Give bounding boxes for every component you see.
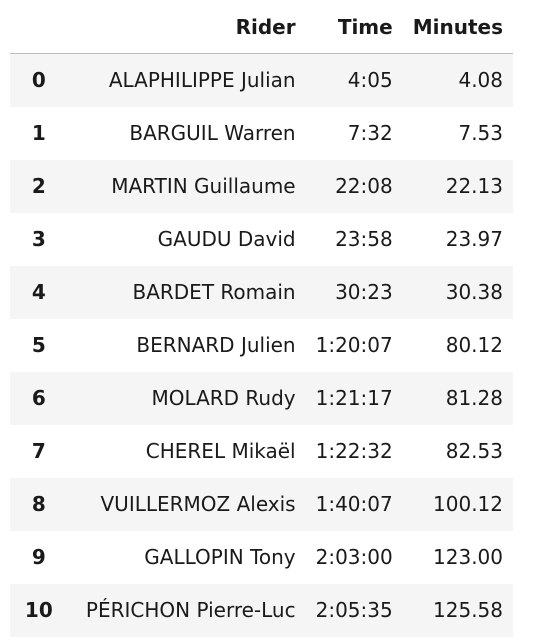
riders-table: Rider Time Minutes 0 ALAPHILIPPE Julian … — [10, 0, 513, 637]
time-cell: 7:32 — [347, 121, 393, 145]
row-index: 4 — [31, 280, 46, 304]
rider-cell: GALLOPIN Tony — [144, 545, 296, 569]
row-index: 7 — [31, 439, 46, 463]
index-column-header — [10, 0, 68, 54]
row-index: 2 — [31, 174, 46, 198]
minutes-cell: 80.12 — [445, 333, 503, 357]
header-row: Rider Time Minutes — [10, 0, 513, 54]
minutes-cell: 22.13 — [445, 174, 503, 198]
time-cell: 1:21:17 — [315, 386, 393, 410]
time-column-header: Time — [305, 0, 403, 54]
table-header: Rider Time Minutes — [10, 0, 513, 54]
table-row: 5 BERNARD Julien 1:20:07 80.12 — [10, 319, 513, 372]
minutes-cell: 23.97 — [445, 227, 503, 251]
table-row: 2 MARTIN Guillaume 22:08 22.13 — [10, 159, 513, 213]
row-index: 1 — [31, 121, 46, 145]
minutes-cell: 4.08 — [458, 68, 503, 93]
time-cell: 2:05:35 — [315, 598, 393, 622]
time-cell: 1:22:32 — [315, 439, 393, 463]
minutes-cell: 100.12 — [433, 492, 503, 516]
row-index: 3 — [31, 227, 46, 251]
table-row: 6 MOLARD Rudy 1:21:17 81.28 — [10, 371, 513, 425]
time-cell: 23:58 — [335, 227, 393, 251]
minutes-cell: 125.58 — [433, 598, 503, 622]
time-cell: 22:08 — [335, 174, 393, 198]
table-row: 8 VUILLERMOZ Alexis 1:40:07 100.12 — [10, 477, 513, 531]
time-cell: 30:23 — [335, 280, 393, 304]
rider-cell: MARTIN Guillaume — [111, 174, 296, 198]
rider-cell: BERNARD Julien — [136, 333, 296, 357]
time-cell: 1:40:07 — [315, 492, 393, 516]
time-cell: 4:05 — [347, 68, 393, 93]
rider-cell: BARGUIL Warren — [129, 121, 296, 145]
rider-cell: CHEREL Mikaël — [145, 439, 296, 463]
row-index: 6 — [31, 386, 46, 410]
row-index: 5 — [31, 333, 46, 357]
minutes-cell: 30.38 — [445, 280, 503, 304]
rider-column-header: Rider — [67, 0, 306, 54]
minutes-cell: 123.00 — [433, 545, 503, 569]
row-index: 8 — [31, 492, 46, 516]
minutes-column-header: Minutes — [402, 0, 513, 54]
row-index: 0 — [31, 68, 46, 93]
table-body: 0 ALAPHILIPPE Julian 4:05 4.08 1 BARGUIL… — [10, 53, 513, 637]
time-cell: 2:03:00 — [315, 545, 393, 569]
rider-cell: GAUDU David — [157, 227, 296, 251]
rider-cell: VUILLERMOZ Alexis — [100, 492, 296, 516]
row-index: 9 — [31, 545, 46, 569]
table-row: 4 BARDET Romain 30:23 30.38 — [10, 265, 513, 319]
row-index: 10 — [24, 598, 53, 622]
minutes-cell: 81.28 — [445, 386, 503, 410]
table-row: 7 CHEREL Mikaël 1:22:32 82.53 — [10, 425, 513, 478]
minutes-cell: 82.53 — [445, 439, 503, 463]
table-row: 9 GALLOPIN Tony 2:03:00 123.00 — [10, 531, 513, 584]
table-row: 1 BARGUIL Warren 7:32 7.53 — [10, 107, 513, 160]
rider-cell: BARDET Romain — [132, 280, 296, 304]
rider-cell: ALAPHILIPPE Julian — [108, 68, 296, 93]
table-row: 3 GAUDU David 23:58 23.97 — [10, 213, 513, 266]
table-row: 0 ALAPHILIPPE Julian 4:05 4.08 — [10, 53, 513, 107]
table-row: 10 PÉRICHON Pierre-Luc 2:05:35 125.58 — [10, 583, 513, 637]
minutes-cell: 7.53 — [458, 121, 503, 145]
rider-cell: PÉRICHON Pierre-Luc — [85, 598, 296, 622]
time-cell: 1:20:07 — [315, 333, 393, 357]
rider-cell: MOLARD Rudy — [151, 386, 296, 410]
